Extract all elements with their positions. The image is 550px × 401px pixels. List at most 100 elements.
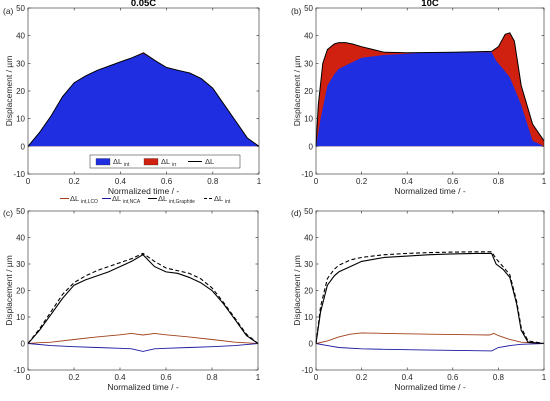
x-tick-label: 1 — [542, 373, 547, 382]
y-tick-label: 50 — [304, 4, 313, 13]
total-line — [27, 252, 259, 344]
panel-label: (d) — [291, 208, 302, 218]
x-tick-label: 0.8 — [207, 177, 219, 186]
y-tick-label: 40 — [16, 234, 25, 243]
y-tick-label: 30 — [16, 59, 25, 68]
x-tick-label: 0 — [26, 177, 31, 186]
y-axis-label: Displacement / µm — [4, 255, 14, 326]
y-tick-label: 20 — [304, 287, 313, 296]
chart-title: 0.05C — [131, 0, 156, 9]
y-tick-label: 10 — [304, 313, 313, 322]
legend: ΔL int ΔL irr ΔL — [89, 154, 241, 169]
y-tick-label: -10 — [13, 170, 25, 179]
y-tick-label: 20 — [304, 87, 313, 96]
x-tick-label: 0.4 — [114, 373, 126, 382]
legend-sublabel: int,NCA — [123, 199, 141, 205]
y-tick-label: 40 — [304, 32, 313, 41]
y-axis-label: Displacement / µm — [292, 255, 302, 326]
x-tick-label: 0.4 — [402, 177, 414, 186]
y-tick-label: -10 — [301, 170, 313, 179]
x-axis-label: Normalized time / - — [107, 382, 178, 392]
panel-label: (c) — [3, 208, 13, 218]
x-tick-label: 0.6 — [447, 177, 459, 186]
y-axis-label: Displacement / µm — [4, 56, 14, 127]
y-tick-label: 10 — [16, 115, 25, 124]
legend-sublabel: int — [225, 199, 231, 205]
x-tick-label: 0.8 — [493, 177, 505, 186]
y-axis-label: Displacement / µm — [292, 56, 302, 127]
y-tick-label: 40 — [16, 32, 25, 41]
legend-label: ΔL — [158, 194, 167, 203]
y-tick-label: 30 — [304, 260, 313, 269]
x-tick-label: 1 — [257, 177, 262, 186]
y-tick-label: 0 — [309, 142, 314, 151]
x-axis-label: Normalized time / - — [108, 186, 179, 196]
y-tick-label: 0 — [21, 340, 26, 349]
total-line — [315, 32, 545, 147]
y-tick-label: -10 — [301, 366, 313, 375]
x-tick-label: 0 — [314, 177, 319, 186]
y-tick-label: 10 — [16, 313, 25, 322]
x-tick-label: 0.4 — [115, 177, 127, 186]
y-tick-label: 50 — [16, 4, 25, 13]
x-tick-label: 0.8 — [493, 373, 505, 382]
nca-line — [315, 343, 545, 352]
x-tick-label: 0.2 — [356, 177, 368, 186]
x-tick-label: 0.6 — [161, 177, 173, 186]
y-tick-label: 40 — [304, 234, 313, 243]
y-tick-label: 50 — [304, 207, 313, 216]
legend-label: ΔL — [112, 194, 121, 203]
legend-label: ΔL — [113, 157, 122, 166]
int-area — [28, 53, 259, 147]
legend-swatch — [95, 158, 111, 166]
y-tick-label: 30 — [16, 260, 25, 269]
x-tick-label: 0.2 — [69, 177, 81, 186]
x-tick-label: 0.6 — [447, 373, 459, 382]
legend-box — [89, 154, 241, 169]
x-tick-label: 0 — [26, 373, 31, 382]
y-tick-label: 0 — [309, 340, 314, 349]
lco-line — [27, 332, 259, 344]
panel-label: (a) — [3, 6, 14, 16]
nca-line — [27, 343, 259, 352]
legend-label: ΔL — [161, 157, 170, 166]
x-tick-label: 1 — [256, 373, 261, 382]
legend-label: ΔL — [214, 194, 223, 203]
y-tick-label: 30 — [304, 59, 313, 68]
lco-line — [315, 332, 545, 344]
legend-swatch — [143, 158, 159, 166]
x-tick-label: 1 — [542, 177, 547, 186]
x-tick-label: 0.2 — [68, 373, 80, 382]
graphite-line — [315, 252, 545, 345]
y-tick-label: -10 — [13, 366, 25, 375]
x-tick-label: 0.2 — [356, 373, 368, 382]
legend-sublabel: irr — [172, 162, 177, 168]
legend-sublabel: int,Graphite — [169, 199, 195, 205]
legend-label: ΔL — [205, 157, 214, 166]
panel-label: (b) — [291, 6, 302, 16]
x-tick-label: 0 — [314, 373, 319, 382]
int-area — [316, 52, 544, 147]
legend: ΔL int,LCO ΔL int,NCA ΔL int,Graphite ΔL int — [60, 194, 231, 205]
y-tick-label: 10 — [304, 115, 313, 124]
legend-sublabel: int — [124, 162, 130, 168]
total-line — [27, 52, 260, 147]
total-line — [315, 251, 545, 345]
legend-sublabel: int,LCO — [81, 199, 98, 205]
y-tick-label: 50 — [16, 207, 25, 216]
chart-title: 10C — [421, 0, 439, 9]
x-axis-label: Normalized time / - — [394, 382, 465, 392]
x-tick-label: 0.4 — [402, 373, 414, 382]
y-tick-label: 20 — [16, 87, 25, 96]
x-tick-label: 0.8 — [206, 373, 218, 382]
y-tick-label: 20 — [16, 287, 25, 296]
graphite-line — [27, 254, 259, 344]
x-tick-label: 0.6 — [160, 373, 172, 382]
x-axis-label: Normalized time / - — [394, 186, 465, 196]
y-tick-label: 0 — [21, 142, 26, 151]
